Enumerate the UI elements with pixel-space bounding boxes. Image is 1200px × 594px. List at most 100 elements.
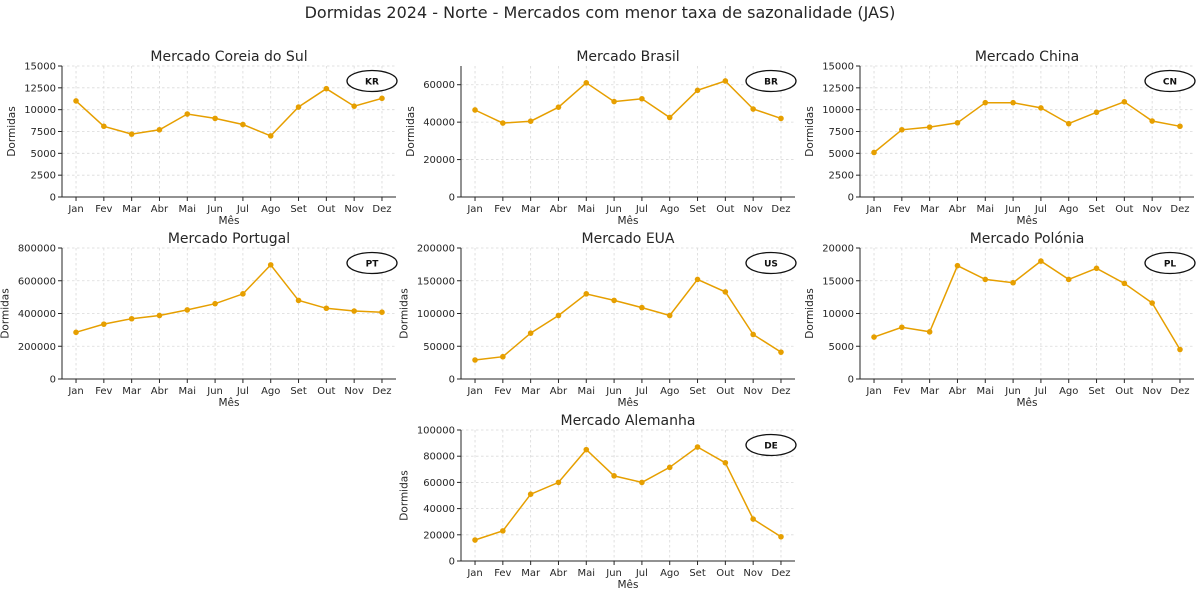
y-axis-label: Dormidas: [804, 288, 816, 338]
x-tick-label: Jul: [1034, 386, 1047, 397]
x-tick-label: Jun: [1004, 204, 1021, 215]
y-axis-label: Dormidas: [804, 106, 816, 156]
data-point: [1010, 279, 1016, 286]
x-tick-label: Nov: [344, 386, 364, 397]
data-point: [351, 103, 357, 109]
data-point: [379, 95, 385, 102]
panels: Jan Fev Mar Abr Mai Jun Jul Ago Set Out Nov Dez 0 250…: [0, 49, 1196, 591]
panel-br: Jan Fev Mar Abr Mai Jun Jul Ago Set Out Nov Dez 0 200…: [405, 49, 797, 227]
x-tick-label: Abr: [949, 204, 967, 215]
x-tick-label: Jul: [236, 386, 249, 397]
y-tick-label: 10000: [24, 105, 56, 116]
data-point: [1038, 105, 1044, 111]
data-point: [871, 334, 877, 340]
y-tick-label: 2500: [829, 171, 854, 182]
x-tick-label: Ago: [660, 386, 679, 397]
data-point: [240, 291, 246, 297]
y-tick-label: 15000: [24, 62, 56, 73]
country-badge-label: CN: [1163, 77, 1177, 87]
x-tick-label: Jan: [67, 204, 83, 215]
data-point: [954, 262, 961, 269]
x-tick-label: Fev: [893, 204, 910, 215]
data-point: [73, 98, 79, 104]
y-tick-label: 7500: [829, 127, 854, 138]
panel-title: Mercado China: [975, 49, 1079, 65]
data-point: [1177, 346, 1183, 353]
y-tick-label: 5000: [829, 149, 854, 160]
data-point: [1093, 265, 1100, 272]
country-badge-label: KR: [365, 77, 379, 87]
x-axis-label: Mês: [618, 215, 639, 227]
series-line: [75, 263, 383, 334]
series-line: [873, 100, 1181, 154]
x-axis-label: Mês: [1017, 397, 1038, 409]
x-tick-label: Jul: [635, 386, 648, 397]
x-tick-label: Abr: [550, 204, 568, 215]
data-point: [295, 104, 302, 110]
x-tick-label: Mai: [179, 204, 197, 215]
y-tick-label: 10000: [822, 105, 854, 116]
data-point: [722, 459, 729, 466]
x-tick-label: Jan: [466, 568, 482, 579]
panel-us: Jan Fev Mar Abr Mai Jun Jul Ago Set Out Nov Dez 0 500…: [399, 231, 797, 409]
x-tick-label: Mar: [521, 386, 541, 397]
data-point: [778, 115, 784, 122]
data-point: [555, 312, 562, 319]
data-point: [101, 321, 107, 327]
x-axis-label: Mês: [1017, 215, 1038, 227]
data-point: [694, 444, 701, 450]
data-point: [750, 331, 756, 338]
x-tick-label: Mai: [578, 568, 596, 579]
x-tick-label: Set: [1088, 386, 1105, 397]
x-tick-label: Mai: [977, 386, 995, 397]
data-point: [954, 119, 961, 126]
y-tick-label: 15000: [822, 62, 854, 73]
y-tick-label: 60000: [423, 478, 455, 489]
panel-pt: Jan Fev Mar Abr Mai Jun Jul Ago Set Out Nov Dez 0 200…: [0, 231, 398, 409]
x-tick-label: Ago: [261, 204, 280, 215]
data-point: [472, 537, 478, 543]
data-point: [73, 329, 79, 336]
series-line: [873, 260, 1181, 350]
x-tick-label: Set: [290, 204, 307, 215]
y-tick-label: 0: [449, 375, 455, 386]
data-point: [267, 133, 274, 139]
data-point: [639, 479, 645, 486]
country-badge: [346, 251, 398, 275]
country-badge-label: DE: [764, 441, 778, 451]
x-tick-label: Mar: [920, 386, 940, 397]
y-tick-label: 0: [848, 193, 854, 204]
x-tick-label: Out: [1115, 204, 1133, 215]
x-tick-label: Dez: [372, 386, 391, 397]
y-tick-label: 0: [848, 375, 854, 386]
x-tick-label: Mar: [521, 568, 541, 579]
x-tick-label: Fev: [95, 386, 112, 397]
data-point: [611, 98, 617, 105]
data-point: [1065, 276, 1072, 283]
data-point: [184, 307, 191, 313]
x-tick-label: Fev: [494, 568, 511, 579]
data-point: [527, 118, 534, 125]
data-point: [778, 349, 784, 355]
y-tick-label: 60000: [423, 80, 455, 91]
y-tick-label: 7500: [31, 127, 56, 138]
x-tick-label: Set: [689, 386, 706, 397]
x-tick-label: Jun: [1004, 386, 1021, 397]
x-tick-label: Ago: [660, 568, 679, 579]
x-tick-label: Ago: [1059, 204, 1078, 215]
panel-title: Mercado EUA: [582, 231, 675, 247]
figure-title: Dormidas 2024 - Norte - Mercados com men…: [305, 3, 896, 22]
y-axis-label: Dormidas: [0, 288, 12, 338]
country-badge: [745, 251, 797, 275]
country-badge: [1144, 69, 1196, 93]
x-axis-label: Mês: [219, 215, 240, 227]
x-tick-label: Mai: [578, 204, 596, 215]
data-point: [212, 115, 218, 122]
y-tick-label: 100000: [417, 309, 455, 320]
y-tick-label: 200000: [18, 342, 56, 353]
x-tick-label: Jan: [67, 386, 83, 397]
country-badge: [745, 69, 797, 93]
series-line: [474, 278, 782, 361]
y-tick-label: 12500: [822, 83, 854, 94]
